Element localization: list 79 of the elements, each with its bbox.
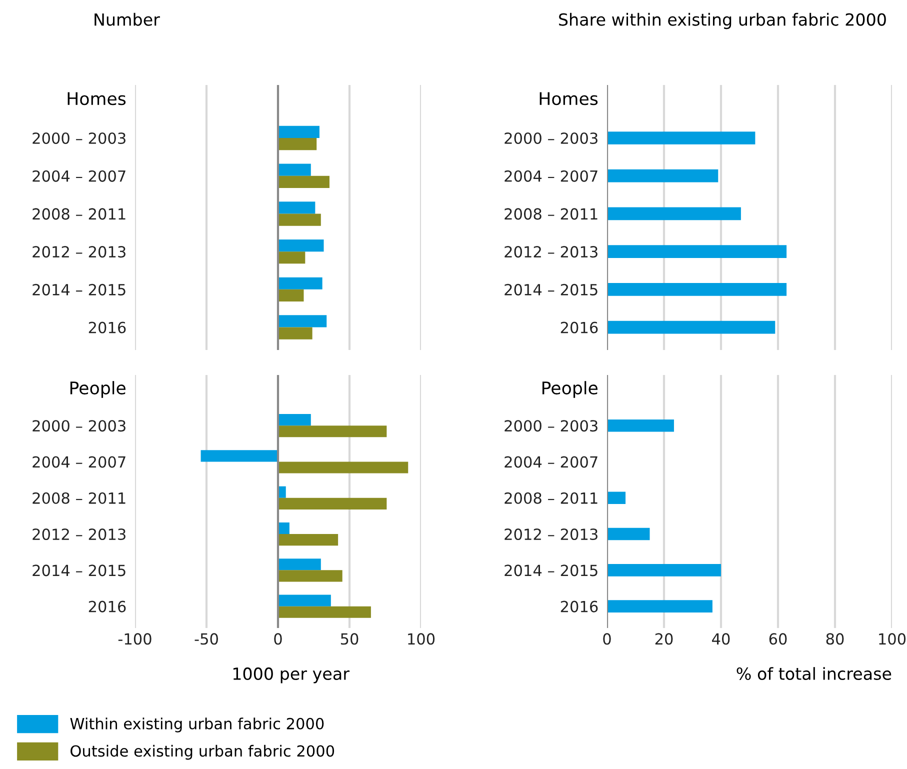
bar <box>278 534 338 546</box>
bar <box>278 289 304 302</box>
chart-subtitle: People <box>70 381 126 398</box>
bar <box>607 245 787 258</box>
bar <box>278 126 320 138</box>
y-tick-label: 2008 – 2011 <box>32 208 126 220</box>
bar <box>607 600 712 612</box>
chart-title: Share within existing urban fabric 2000 <box>559 12 886 30</box>
bar <box>278 202 316 214</box>
bar <box>278 327 312 340</box>
bar <box>278 570 342 582</box>
x-tick-label: 40 <box>712 633 730 645</box>
chart-title: Number <box>94 12 160 26</box>
x-tick-label: 0 <box>603 633 611 645</box>
bar <box>278 138 317 150</box>
chart-subtitle: Homes <box>68 92 126 106</box>
chart-subtitle: People <box>542 381 598 398</box>
x-tick-label: 80 <box>826 633 844 645</box>
legend-label: Within existing urban fabric 2000 <box>70 718 324 732</box>
bar <box>278 606 371 618</box>
bar <box>607 132 756 144</box>
y-tick-label: 2000 – 2003 <box>32 420 126 432</box>
y-tick-label: 2012 – 2013 <box>32 246 126 258</box>
bar <box>278 164 311 176</box>
x-axis-title: 1000 per year <box>233 667 350 684</box>
x-tick-label: 50 <box>340 633 358 645</box>
bar <box>607 320 776 334</box>
y-tick-label: 2016 <box>560 322 598 334</box>
bar <box>278 214 321 226</box>
legend-label: Outside existing urban fabric 2000 <box>70 744 334 760</box>
bar <box>278 462 408 474</box>
y-tick-label: 2008 – 2011 <box>504 208 598 220</box>
x-tick-label: 60 <box>769 633 787 645</box>
bar <box>607 492 626 504</box>
bar <box>278 426 387 438</box>
chart-subtitle: Homes <box>540 92 598 106</box>
y-tick-label: 2014 – 2015 <box>504 284 598 296</box>
x-tick-label: 100 <box>408 633 435 645</box>
y-tick-label: 2014 – 2015 <box>32 284 126 296</box>
bar <box>607 564 721 576</box>
bar <box>278 522 290 534</box>
bar <box>278 498 387 510</box>
y-tick-label: 2016 <box>88 600 126 612</box>
y-tick-label: 2012 – 2013 <box>32 528 126 540</box>
bar <box>200 450 278 462</box>
y-tick-label: 2004 – 2007 <box>32 170 126 182</box>
x-axis-title: % of total increase <box>736 667 892 680</box>
x-tick-label: 100 <box>879 633 906 645</box>
y-tick-label: 2016 <box>560 600 598 612</box>
bar <box>607 528 650 540</box>
bar <box>278 558 321 570</box>
y-tick-label: 2004 – 2007 <box>504 456 598 468</box>
bar <box>607 169 718 182</box>
y-tick-label: 2004 – 2007 <box>504 170 598 182</box>
bar <box>607 207 741 220</box>
y-tick-label: 2014 – 2015 <box>504 564 598 576</box>
bar <box>278 252 306 264</box>
y-tick-label: 2000 – 2003 <box>504 132 598 144</box>
x-tick-label: 0 <box>274 633 282 645</box>
x-tick-label: -100 <box>118 633 152 645</box>
y-tick-label: 2008 – 2011 <box>32 492 126 504</box>
y-tick-label: 2000 – 2003 <box>504 420 598 432</box>
y-tick-label: 2004 – 2007 <box>32 456 126 468</box>
bar <box>278 594 331 606</box>
y-tick-label: 2000 – 2003 <box>32 132 126 144</box>
y-tick-label: 2012 – 2013 <box>504 528 598 540</box>
y-tick-label: 2014 – 2015 <box>32 564 126 576</box>
x-tick-label: 20 <box>655 633 673 645</box>
bar <box>278 239 324 252</box>
bar <box>607 282 787 296</box>
bar <box>607 419 674 432</box>
bar <box>278 277 322 290</box>
x-tick-label: -50 <box>194 633 218 645</box>
bar <box>278 176 330 188</box>
y-tick-label: 2016 <box>88 322 126 334</box>
bar <box>278 315 327 328</box>
y-tick-label: 2012 – 2013 <box>504 246 598 258</box>
y-tick-label: 2008 – 2011 <box>504 492 598 504</box>
bar <box>278 414 311 426</box>
